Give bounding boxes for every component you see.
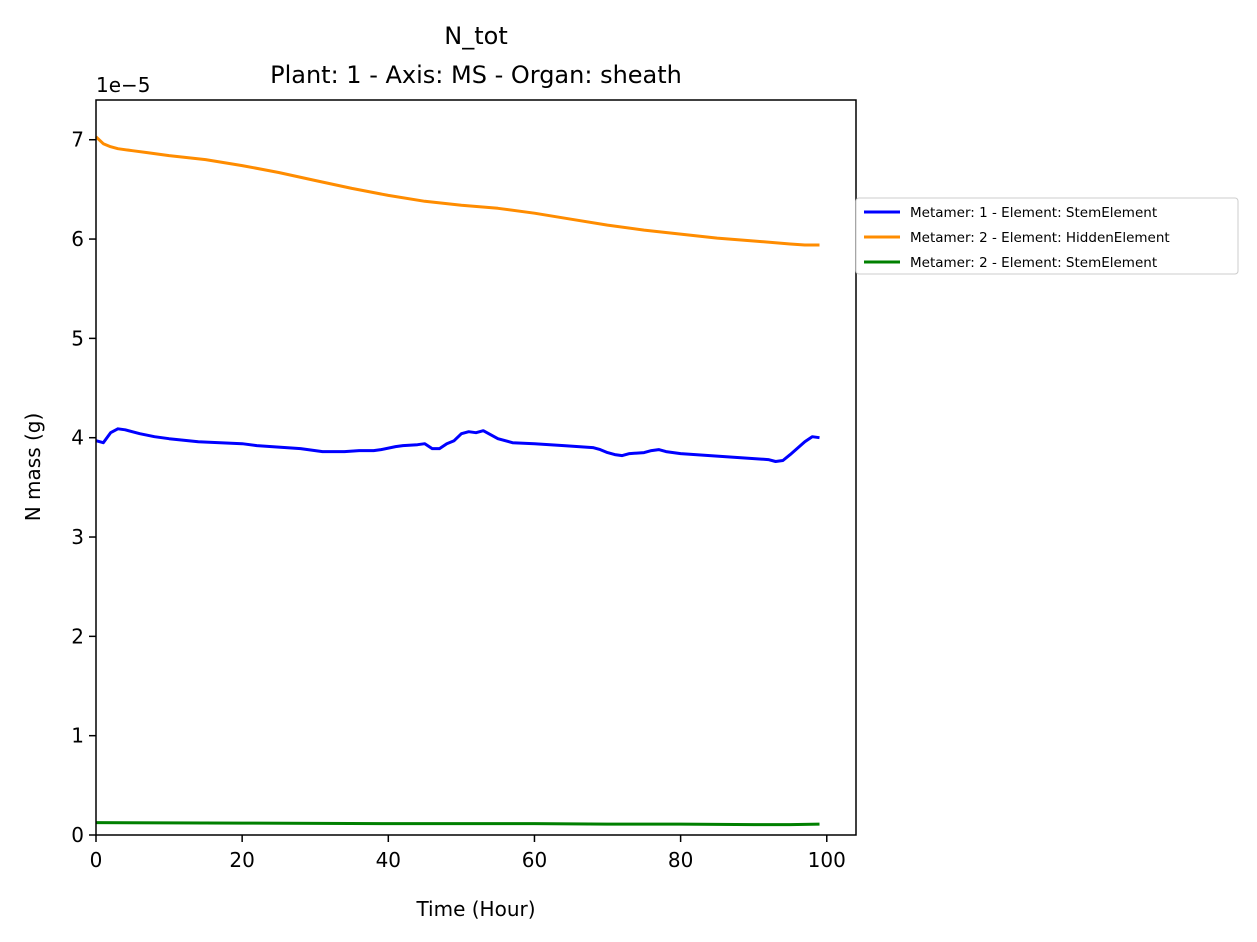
y-tick-label: 2 <box>71 624 84 648</box>
y-tick-label: 6 <box>71 227 84 251</box>
series-layer <box>94 135 820 827</box>
legend-label-1: Metamer: 1 - Element: StemElement <box>910 205 1157 221</box>
y-tick-label: 3 <box>71 525 84 549</box>
plot-frame <box>95 99 857 836</box>
y-tick-label: 4 <box>71 426 84 450</box>
series-line-2 <box>94 135 820 247</box>
x-tick-label: 20 <box>229 848 254 872</box>
legend-label-3: Metamer: 2 - Element: StemElement <box>910 255 1157 271</box>
y-tick-label: 0 <box>71 823 84 847</box>
x-tick-label: 60 <box>522 848 547 872</box>
x-axis-label: Time (Hour) <box>415 897 535 921</box>
y-tick-label: 1 <box>71 724 84 748</box>
x-tick-label: 100 <box>808 848 846 872</box>
legend: Metamer: 1 - Element: StemElement Metamer… <box>855 197 1239 275</box>
y-tick-label: 7 <box>71 128 84 152</box>
x-tick-label: 80 <box>668 848 693 872</box>
y-offset-label: 1e−5 <box>96 73 151 97</box>
y-tick-label: 5 <box>71 326 84 350</box>
x-tick-label: 40 <box>376 848 401 872</box>
x-tick-label: 0 <box>90 848 103 872</box>
series-line-3 <box>95 821 820 827</box>
chart-title: N_tot <box>444 22 507 50</box>
legend-frame <box>855 197 1239 275</box>
series-line-1 <box>95 427 820 463</box>
x-axis: 0 20 40 60 80 100 <box>90 835 846 872</box>
legend-label-2: Metamer: 2 - Element: HiddenElement <box>910 230 1170 246</box>
y-axis: 0 1 2 3 4 5 6 7 <box>71 128 96 847</box>
chart-subtitle: Plant: 1 - Axis: MS - Organ: sheath <box>270 61 682 89</box>
y-axis-label: N mass (g) <box>21 413 45 522</box>
